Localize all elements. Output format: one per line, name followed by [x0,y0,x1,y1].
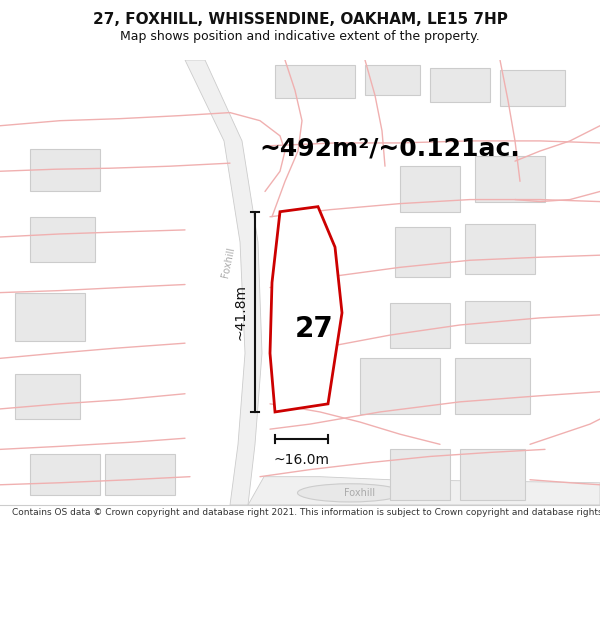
Text: Foxhill: Foxhill [344,488,376,498]
Text: Map shows position and indicative extent of the property.: Map shows position and indicative extent… [120,30,480,43]
Polygon shape [455,358,530,414]
Polygon shape [270,207,342,412]
Polygon shape [475,156,545,202]
Ellipse shape [298,484,403,502]
Text: ~41.8m: ~41.8m [234,284,248,340]
Polygon shape [465,224,535,274]
Polygon shape [400,166,460,212]
Text: Foxhill: Foxhill [220,246,236,279]
Text: Contains OS data © Crown copyright and database right 2021. This information is : Contains OS data © Crown copyright and d… [12,508,600,517]
Polygon shape [105,454,175,495]
Polygon shape [500,70,565,106]
Polygon shape [390,449,450,500]
Text: 27: 27 [295,315,334,343]
Polygon shape [30,217,95,262]
Polygon shape [430,68,490,102]
Polygon shape [465,301,530,343]
Polygon shape [30,149,100,191]
Polygon shape [390,302,450,348]
Text: ~16.0m: ~16.0m [274,453,329,468]
Polygon shape [30,454,100,495]
Polygon shape [15,292,85,341]
Text: 27, FOXHILL, WHISSENDINE, OAKHAM, LE15 7HP: 27, FOXHILL, WHISSENDINE, OAKHAM, LE15 7… [92,12,508,27]
Polygon shape [185,60,262,505]
Polygon shape [395,227,450,278]
Polygon shape [275,65,355,98]
Text: ~492m²/~0.121ac.: ~492m²/~0.121ac. [260,137,520,161]
Polygon shape [460,449,525,500]
Polygon shape [360,358,440,414]
Polygon shape [15,374,80,419]
Polygon shape [248,477,600,505]
Polygon shape [365,65,420,96]
